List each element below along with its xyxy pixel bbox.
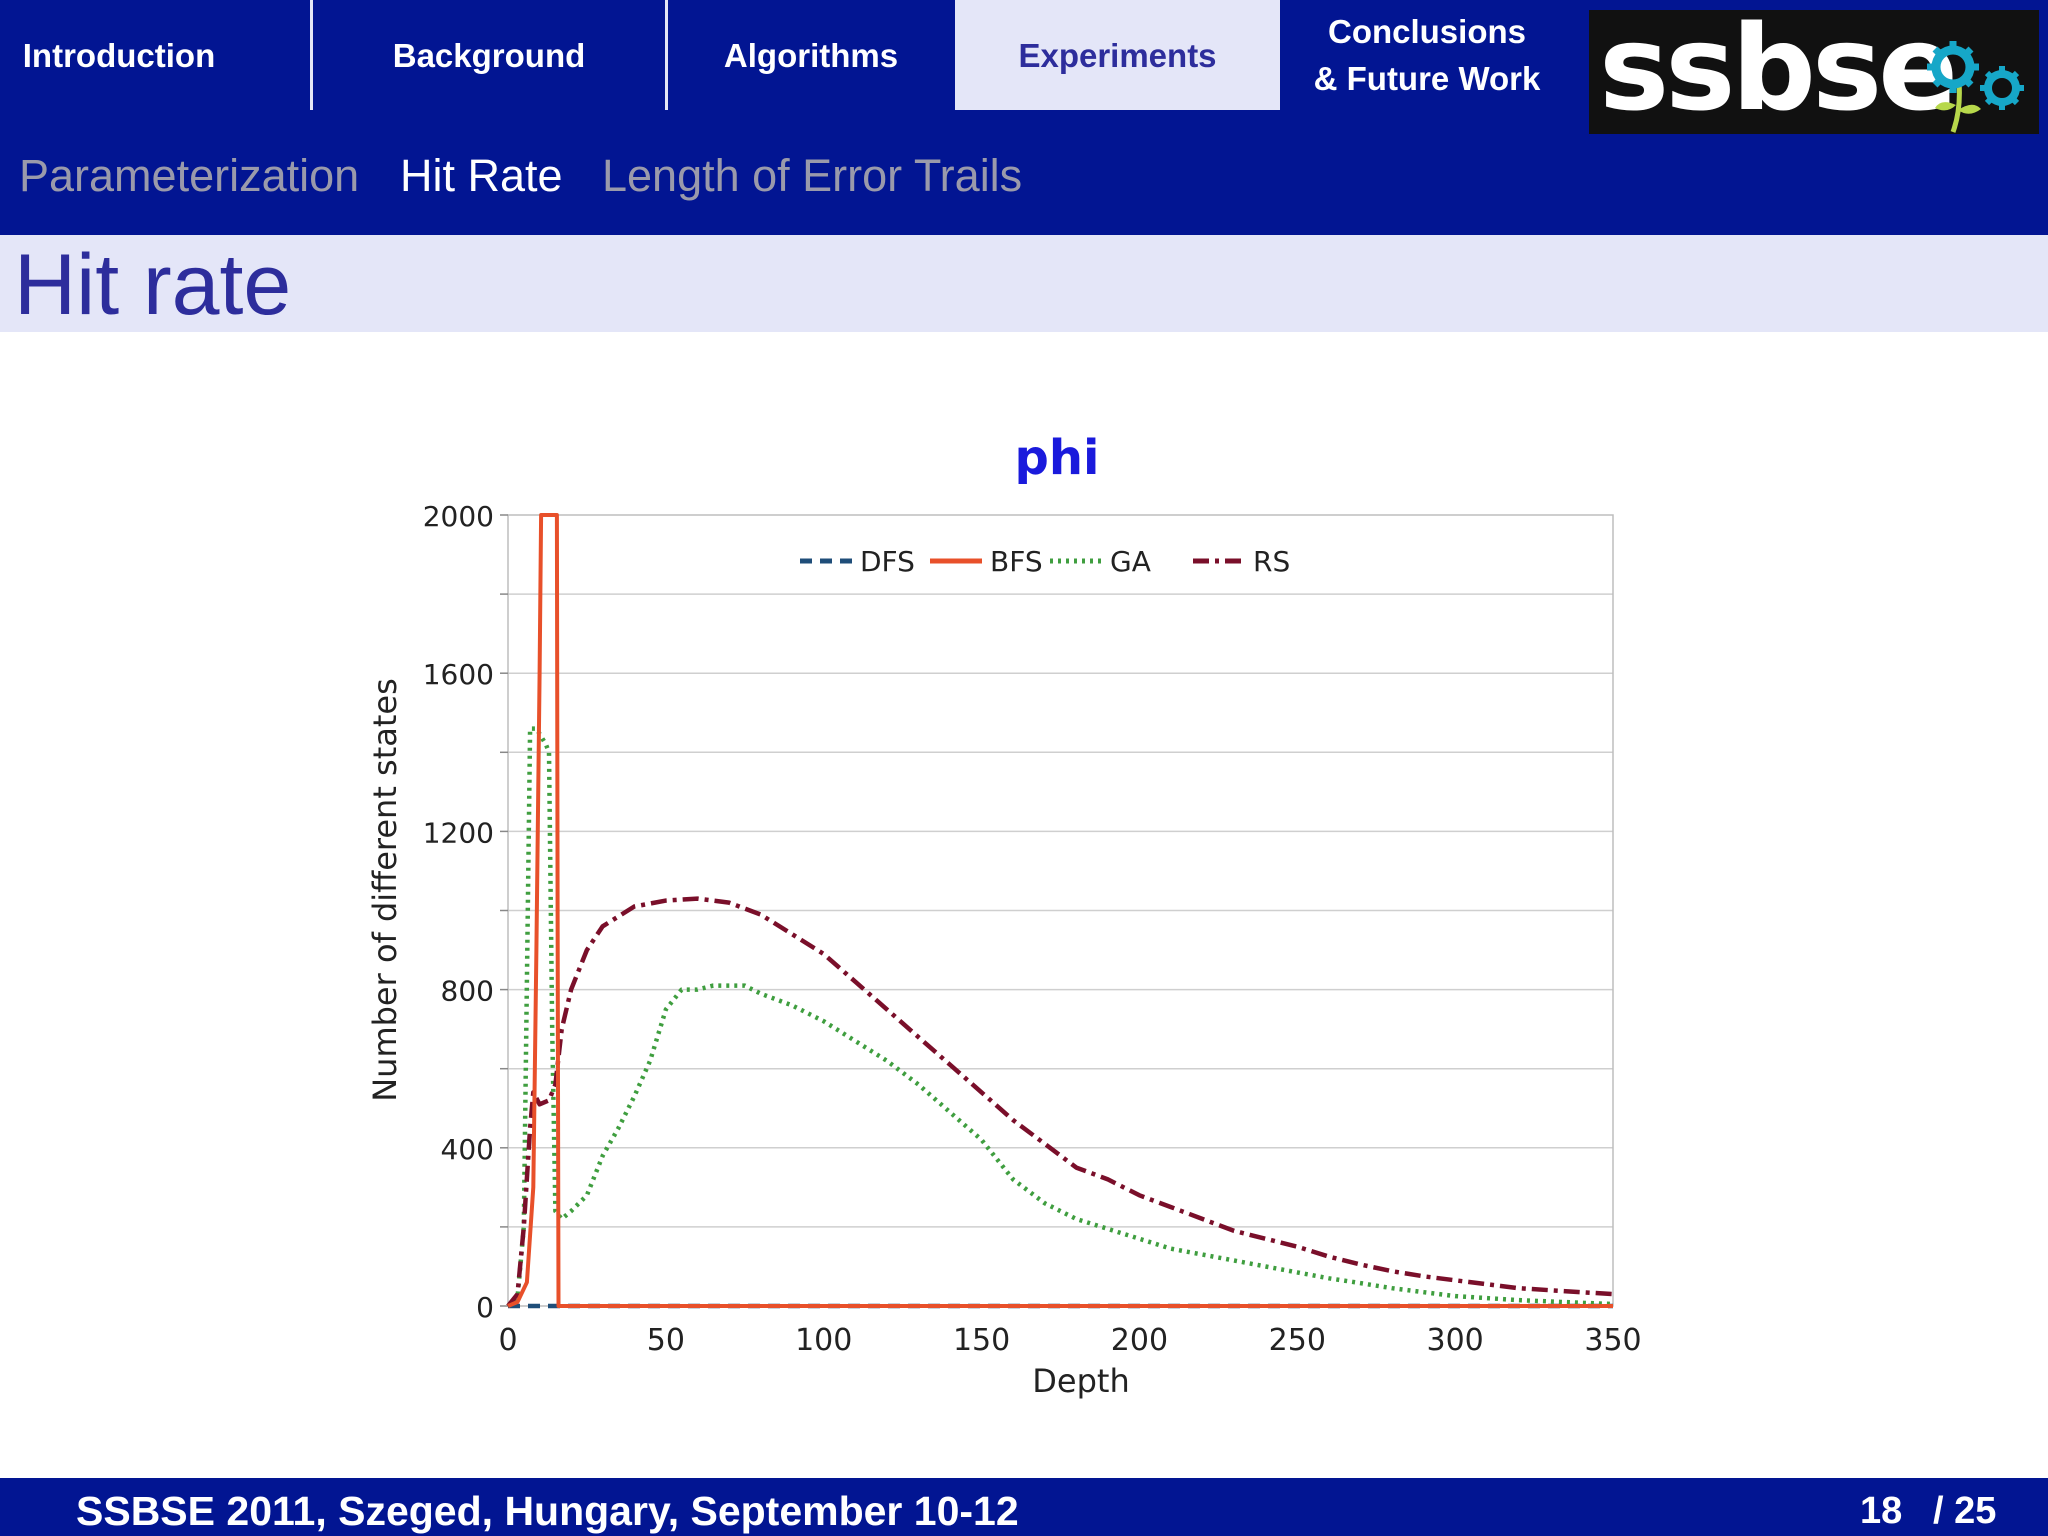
x-axis-label: Depth [1032, 1362, 1129, 1400]
ssbse-logo: ssbse [1589, 6, 2039, 134]
y-tick-label: 800 [441, 975, 494, 1008]
chart-legend: DFS BFS GA RS [800, 545, 1290, 578]
footer-bar [0, 1478, 2048, 1536]
subnav-parameterization[interactable]: Parameterization [19, 150, 360, 201]
series-line-rs [506, 896, 1614, 1308]
series-line-ga [506, 726, 1614, 1308]
y-tick-label: 2000 [423, 500, 494, 533]
page-number: 18 [1860, 1490, 1903, 1532]
chart-title: phi [1015, 430, 1100, 486]
x-tick-label: 200 [1111, 1323, 1168, 1358]
x-tick-label: 300 [1427, 1323, 1484, 1358]
subnav-length-of-error-trails[interactable]: Length of Error Trails [602, 150, 1023, 201]
x-tick-label: 50 [647, 1323, 685, 1358]
legend-label-bfs: BFS [990, 545, 1043, 578]
footer-conference: SSBSE 2011, Szeged, Hungary, September 1… [76, 1488, 1019, 1534]
chart-grid [508, 593, 1613, 1228]
logo-text: ssbse [1599, 0, 1958, 137]
chart-series [506, 513, 1614, 1309]
page-total: / 25 [1933, 1490, 1997, 1532]
x-tick-label: 150 [953, 1323, 1010, 1358]
series-line-bfs [507, 513, 1613, 1308]
x-axis: 0 50 100 150 200 250 300 350 [498, 1323, 1641, 1358]
title-bar [0, 235, 2048, 332]
nav-tab-conclusions[interactable]: Conclusions & Future Work [1313, 13, 1541, 97]
gear-flower-icon [1927, 41, 2024, 133]
nav-divider [665, 0, 668, 110]
y-tick-label: 400 [441, 1133, 494, 1166]
nav-tab-background[interactable]: Background [392, 36, 586, 74]
legend-label-dfs: DFS [860, 545, 915, 578]
nav-tab-experiments[interactable]: Experiments [955, 0, 1280, 110]
x-tick-label: 100 [795, 1323, 852, 1358]
x-tick-label: 350 [1584, 1323, 1641, 1358]
nav-tab-introduction[interactable]: Introduction [22, 36, 216, 74]
y-axis: 0 400 800 1200 1600 2000 [423, 500, 508, 1324]
x-tick-label: 0 [498, 1323, 517, 1358]
nav-tab-algorithms[interactable]: Algorithms [723, 36, 899, 74]
y-tick-label: 1600 [423, 658, 494, 691]
legend-label-rs: RS [1253, 545, 1290, 578]
slide-title: Hit rate [14, 237, 292, 333]
hit-rate-chart: 0 400 800 1200 1600 2000 0 50 100 150 200 250 300 35… [366, 430, 1642, 1400]
y-tick-label: 0 [476, 1291, 494, 1324]
nav-divider [310, 0, 313, 110]
y-tick-label: 1200 [423, 816, 494, 849]
subnav-hit-rate[interactable]: Hit Rate [400, 150, 563, 201]
legend-label-ga: GA [1110, 545, 1151, 578]
y-axis-label: Number of different states [366, 678, 404, 1102]
x-tick-label: 250 [1269, 1323, 1326, 1358]
